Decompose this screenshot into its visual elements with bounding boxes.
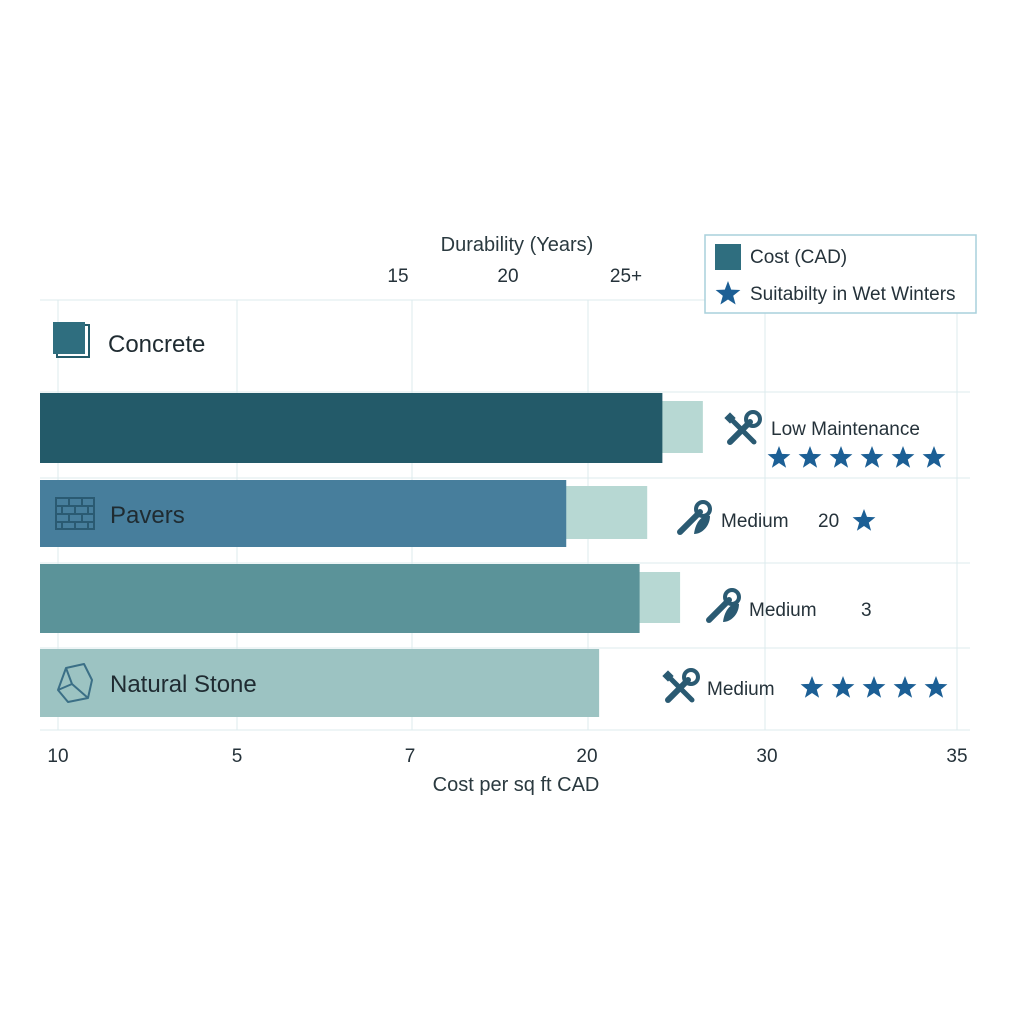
- bottom-tick-label: 35: [946, 746, 967, 767]
- rating-star-icon: [852, 509, 876, 531]
- bottom-tick-label: 10: [47, 746, 68, 767]
- rating-star-icon: [798, 446, 822, 468]
- maintenance-label: Medium: [721, 511, 789, 532]
- cost-bar: [40, 649, 600, 717]
- bottom-axis-ticks: 10 5 7 20 30 35: [47, 746, 967, 767]
- cost-bar: [40, 564, 640, 633]
- wrench-screwdriver-icon: [662, 668, 700, 703]
- bottom-axis-label: Cost per sq ft CAD: [433, 774, 600, 796]
- bottom-tick-label: 20: [576, 746, 597, 767]
- legend: Cost (CAD) Suitabilty in Wet Winters: [704, 234, 977, 314]
- stone-icon: [57, 663, 93, 703]
- bottom-tick-label: 30: [756, 746, 777, 767]
- brick-icon: [55, 497, 95, 530]
- rating-star-icon: [767, 446, 791, 468]
- rating-star-icon: [922, 446, 946, 468]
- wrench-leaf-icon: [677, 500, 712, 535]
- bottom-tick-label: 7: [405, 746, 416, 767]
- cost-bar: [40, 393, 663, 463]
- bottom-tick-label: 5: [232, 746, 243, 767]
- top-tick-label: 25+: [610, 266, 642, 287]
- annotations: Low Maintenance Medium 20 Medium 3 Medium: [662, 410, 948, 703]
- legend-cost-label: Cost (CAD): [750, 247, 847, 268]
- rating-label: 20: [818, 511, 839, 532]
- legend-suitability-label: Suitabilty in Wet Winters: [750, 284, 956, 305]
- maintenance-label: Medium: [749, 600, 817, 621]
- top-axis-label: Durability (Years): [441, 234, 594, 256]
- rating-star-icon: [829, 446, 853, 468]
- maintenance-label: Low Maintenance: [771, 419, 920, 440]
- category-label-natural-stone: Natural Stone: [110, 671, 257, 698]
- rating-star-icon: [924, 676, 948, 698]
- top-tick-label: 20: [497, 266, 518, 287]
- wrench-screwdriver-icon: [724, 410, 762, 445]
- rating-star-icon: [862, 676, 886, 698]
- top-axis-ticks: 15 20 25+: [387, 266, 642, 287]
- rating-label: 3: [861, 600, 872, 621]
- category-label-pavers: Pavers: [110, 502, 185, 529]
- wrench-leaf-icon: [706, 588, 741, 623]
- category-label-header: Concrete: [53, 322, 205, 358]
- cost-bar: [40, 480, 567, 547]
- rating-star-icon: [800, 676, 824, 698]
- grid: [40, 299, 970, 731]
- category-label-concrete: Concrete: [108, 331, 205, 358]
- square-block-icon: [53, 322, 85, 354]
- rating-star-icon: [893, 676, 917, 698]
- top-tick-label: 15: [387, 266, 408, 287]
- legend-cost-swatch: [715, 244, 741, 270]
- legend-box: [704, 234, 977, 314]
- maintenance-label: Medium: [707, 679, 775, 700]
- rating-star-icon: [891, 446, 915, 468]
- rating-star-icon: [860, 446, 884, 468]
- bars: Pavers Natural Stone: [40, 393, 703, 717]
- legend-star-icon: [715, 281, 741, 305]
- rating-star-icon: [831, 676, 855, 698]
